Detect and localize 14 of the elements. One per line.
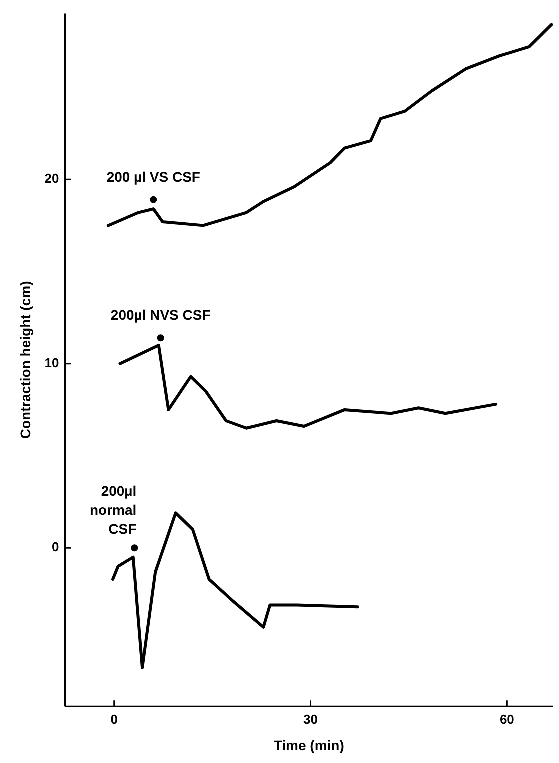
- point: [157, 334, 164, 342]
- x-axis-title: Time (min): [274, 737, 344, 754]
- annotation: 200µl normal CSF: [90, 483, 138, 537]
- annotation: 200 µl VS CSF: [106, 168, 201, 185]
- annotation: 200µl NVS CSF: [110, 306, 212, 323]
- x-tick-label: 0: [110, 712, 118, 727]
- point: [150, 196, 158, 204]
- y-axis-title: Contraction height (cm): [17, 281, 34, 440]
- y-tick-label: 10: [44, 355, 60, 370]
- point: [131, 544, 138, 552]
- y-tick-label: 20: [44, 171, 60, 186]
- x-tick-label: 30: [304, 712, 318, 727]
- x-tick-label: 60: [500, 712, 514, 727]
- y-tick-label: 0: [52, 540, 60, 555]
